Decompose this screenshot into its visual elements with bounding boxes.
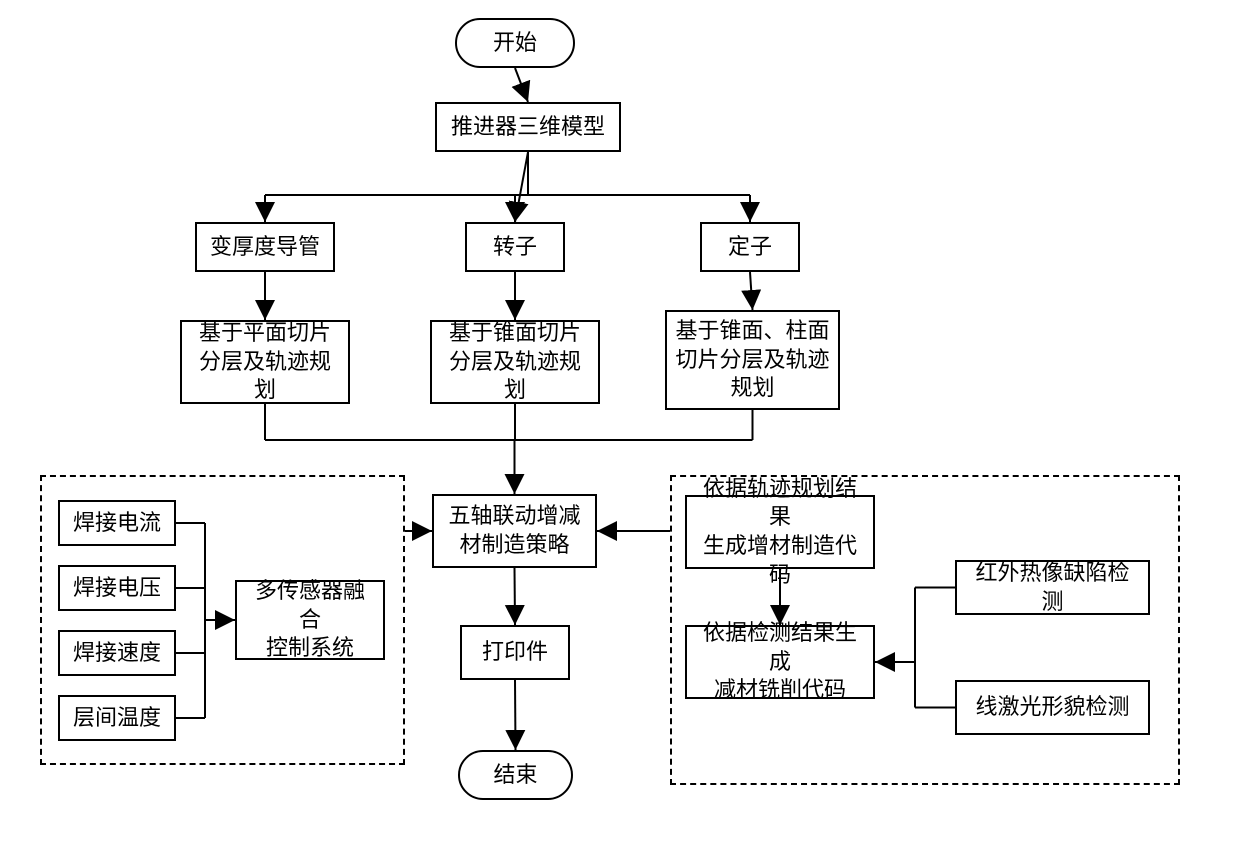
node-gen_add: 依据轨迹规划结果生成增材制造代码 bbox=[685, 495, 875, 569]
node-slice2: 基于锥面切片分层及轨迹规划 bbox=[430, 320, 600, 404]
node-print: 打印件 bbox=[460, 625, 570, 680]
node-strategy: 五轴联动增减材制造策略 bbox=[432, 494, 597, 568]
node-ir: 红外热像缺陷检测 bbox=[955, 560, 1150, 615]
node-model: 推进器三维模型 bbox=[435, 102, 621, 152]
node-gen_sub: 依据检测结果生成减材铣削代码 bbox=[685, 625, 875, 699]
node-rotor: 转子 bbox=[465, 222, 565, 272]
node-start: 开始 bbox=[455, 18, 575, 68]
node-s_current: 焊接电流 bbox=[58, 500, 176, 546]
node-slice3: 基于锥面、柱面切片分层及轨迹规划 bbox=[665, 310, 840, 410]
node-end: 结束 bbox=[458, 750, 573, 800]
node-laser: 线激光形貌检测 bbox=[955, 680, 1150, 735]
node-s_speed: 焊接速度 bbox=[58, 630, 176, 676]
node-duct: 变厚度导管 bbox=[195, 222, 335, 272]
node-stator: 定子 bbox=[700, 222, 800, 272]
node-s_volt: 焊接电压 bbox=[58, 565, 176, 611]
node-fusion: 多传感器融合控制系统 bbox=[235, 580, 385, 660]
node-s_temp: 层间温度 bbox=[58, 695, 176, 741]
node-slice1: 基于平面切片分层及轨迹规划 bbox=[180, 320, 350, 404]
